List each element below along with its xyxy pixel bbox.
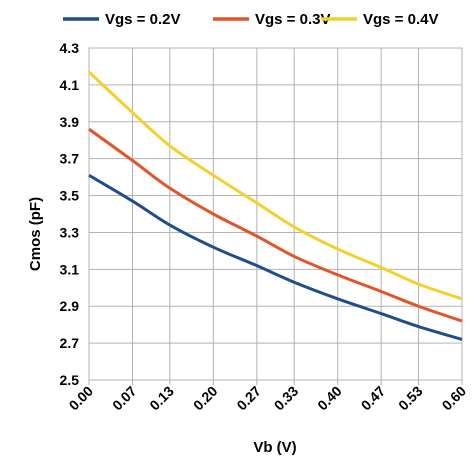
legend-label: Vgs = 0.2V <box>105 11 180 28</box>
y-tick-label: 3.7 <box>60 151 80 167</box>
y-axis: 2.5 2.7 2.9 3.1 3.3 3.5 3.7 3.9 4.1 4.3 <box>60 40 80 388</box>
y-tick-label: 4.1 <box>60 77 80 93</box>
x-tick-label: 0.47 <box>358 383 389 414</box>
legend-item-2: Vgs = 0.3V <box>213 11 330 28</box>
series-line-1 <box>88 173 463 341</box>
x-tick-label: 0.40 <box>314 383 345 414</box>
x-tick-label: 0.53 <box>395 383 426 414</box>
y-tick-label: 2.5 <box>60 372 80 388</box>
y-tick-label: 3.5 <box>60 188 80 204</box>
series-layer <box>87 70 463 341</box>
x-tick-label: 0.13 <box>146 383 177 414</box>
x-axis: 0.00 0.07 0.13 0.20 0.27 0.33 0.40 0.47 0.53 0.60 <box>66 380 470 414</box>
x-tick-label: 0.60 <box>439 383 470 414</box>
x-tick-label: 0.27 <box>233 383 264 414</box>
x-tick-label: 0.20 <box>190 383 221 414</box>
legend-label: Vgs = 0.4V <box>363 11 438 28</box>
y-tick-label: 3.3 <box>60 224 80 240</box>
y-tick-label: 2.9 <box>60 298 80 314</box>
plot-border <box>88 47 463 381</box>
legend-item-3: Vgs = 0.4V <box>321 11 438 28</box>
x-axis-title: Vb (V) <box>253 439 296 456</box>
x-tick-label: 0.07 <box>109 383 140 414</box>
y-tick-label: 2.7 <box>60 335 80 351</box>
legend: Vgs = 0.2V Vgs = 0.3V Vgs = 0.4V <box>63 11 438 28</box>
x-tick-label: 0.33 <box>271 383 302 414</box>
y-tick-label: 4.3 <box>60 40 80 56</box>
series-line-3 <box>87 70 463 301</box>
legend-item-1: Vgs = 0.2V <box>63 11 180 28</box>
y-tick-label: 3.1 <box>60 261 80 277</box>
y-axis-title: Cmos (pF) <box>27 197 44 271</box>
plot-area <box>88 47 463 381</box>
legend-label: Vgs = 0.3V <box>255 11 330 28</box>
series-line-2 <box>88 127 463 323</box>
y-tick-label: 3.9 <box>60 114 80 130</box>
